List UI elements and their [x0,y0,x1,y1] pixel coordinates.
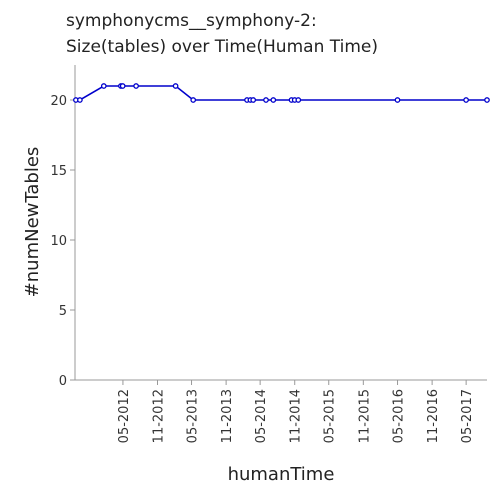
data-point [295,97,302,103]
x-tick-label: 05-2015 [323,389,338,443]
y-tick-label: 10 [50,234,67,249]
x-tick-label: 11-2016 [426,389,441,443]
y-tick-label: 15 [50,164,67,179]
data-point [270,97,277,103]
chart-title-line-2: Size(tables) over Time(Human Time) [66,37,378,57]
x-tick-label: 05-2013 [186,389,201,443]
data-point [119,83,126,89]
x-tick-label: 05-2012 [117,389,132,443]
x-tick-label: 11-2013 [220,389,235,443]
x-tick-label: 05-2014 [254,389,269,443]
y-tick-label: 5 [59,304,67,319]
y-axis-label: #numNewTables [22,147,43,298]
axes [74,65,487,381]
x-tick-label: 05-2017 [460,389,475,443]
data-point [172,83,179,89]
data-point [250,97,257,103]
data-point [463,97,469,103]
x-tick-label: 11-2014 [289,389,304,443]
x-ticks: 05-2012 11-2012 05-2013 11-2013 05-2014 11-20… [117,380,475,443]
y-tick-label: 0 [59,374,67,389]
series-layer [73,83,490,103]
x-axis-label: humanTime [228,464,335,485]
y-ticks: 0 5 10 15 20 [50,94,75,389]
data-point [394,97,401,103]
data-point [263,97,269,103]
data-point [484,97,490,103]
data-point [100,83,107,89]
x-tick-label: 05-2016 [392,389,407,443]
chart-title-line-1: symphonycms__symphony-2: [66,11,317,31]
y-tick-label: 20 [50,94,67,109]
data-point [190,97,197,103]
x-tick-label: 11-2015 [357,389,372,443]
x-tick-label: 11-2012 [152,389,167,443]
data-point [77,97,83,103]
data-point [133,83,139,89]
